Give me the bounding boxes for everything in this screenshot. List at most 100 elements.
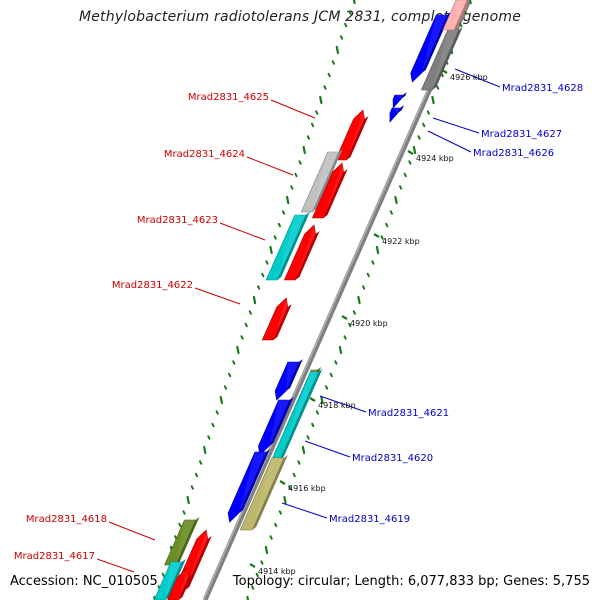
outer-tick-lane-left-tick (211, 422, 215, 428)
gene-mrad2831-4626 (389, 105, 405, 123)
topology-text: Topology: circular; Length: 6,077,833 bp… (232, 574, 590, 589)
outer-tick-lane-left-tick (294, 172, 298, 178)
outer-tick-lane-right-tick (338, 345, 343, 355)
outer-tick-lane-left-tick (244, 322, 248, 328)
outer-tick-lane-left-tick (199, 460, 203, 465)
outer-tick-lane-right-tick (334, 360, 338, 365)
gene-mrad2831-4624 (311, 162, 348, 219)
map-title: Methylobacterium radiotolerans JCM 2831,… (78, 9, 522, 25)
gene-mrad2831-4623 (283, 224, 320, 281)
scale-tick (309, 397, 316, 402)
label-mrad2831_4626: Mrad2831_4626 (473, 148, 554, 159)
outer-tick-lane-right-tick (389, 210, 393, 215)
leader-mrad2831_4627 (432, 117, 480, 134)
outer-tick-lane-left-tick (232, 360, 236, 365)
outer-tick-lane-left-tick (228, 372, 232, 378)
scale-tick (373, 233, 380, 238)
outer-tick-lane-right-tick (417, 135, 421, 140)
outer-tick-lane-right-tick (288, 485, 292, 490)
scale-label: 4924 kbp (416, 154, 454, 163)
outer-tick-lane-left-tick (203, 445, 207, 455)
label-mrad2831_4622: Mrad2831_4622 (112, 280, 193, 291)
outer-tick-lane-left-tick (352, 0, 356, 5)
gene-mrad2831-4620 (271, 369, 323, 461)
outer-tick-lane-right-tick (431, 95, 435, 105)
outer-tick-lane-left-tick (223, 385, 228, 390)
outer-tick-lane-left-tick (194, 472, 199, 478)
scale-label: 4926 kbp (450, 73, 488, 82)
outer-tick-lane-left-tick (298, 160, 302, 165)
outer-tick-lane-left-tick (207, 435, 211, 440)
outer-tick-lane-left-tick (281, 210, 286, 215)
outer-tick-lane-right-tick (264, 545, 269, 555)
outer-tick-lane-right-tick (255, 572, 259, 578)
leader-mrad2831_4625 (270, 99, 316, 119)
gene-mrad2831-4617 (167, 567, 193, 600)
scale-label: 4918 kbp (318, 401, 356, 410)
label-mrad2831_4625: Mrad2831_4625 (188, 92, 269, 103)
outer-tick-lane-right-tick (311, 422, 315, 428)
label-mrad2831_4620: Mrad2831_4620 (352, 453, 433, 464)
scale-label: 4922 kbp (382, 237, 420, 246)
outer-tick-lane-left-tick (290, 185, 294, 190)
gene-mrad2831-4625 (335, 109, 369, 161)
outer-tick-lane-right-tick (422, 122, 426, 128)
outer-tick-lane-right-tick (320, 395, 324, 405)
gene-mrad2831-4622 (261, 297, 292, 341)
leader-mrad2831_4617 (96, 558, 135, 573)
gene-mrad2831-4619-blue (227, 449, 270, 523)
gene-mrad2831-4621-blue (274, 359, 303, 401)
outer-tick-lane-left-tick (269, 245, 273, 255)
outer-tick-lane-right-tick (251, 585, 255, 590)
label-mrad2831_4628: Mrad2831_4628 (502, 83, 583, 94)
outer-tick-lane-left-tick (161, 572, 165, 578)
outer-tick-lane-left-tick (265, 260, 269, 265)
scale-tick (279, 480, 286, 485)
outer-tick-lane-left-tick (331, 60, 335, 65)
outer-tick-lane-right-tick (399, 185, 403, 190)
outer-tick-lane-right-tick (301, 445, 306, 455)
gene-mrad2831-4627 (392, 92, 407, 109)
outer-tick-lane-left-tick (153, 595, 157, 600)
outer-tick-lane-left-tick (240, 335, 244, 340)
outer-tick-lane-left-tick (219, 395, 224, 405)
outer-tick-lane-right-tick (366, 272, 370, 278)
outer-tick-lane-right-tick (394, 195, 398, 205)
leader-mrad2831_4626 (427, 130, 472, 153)
outer-tick-lane-right-tick (371, 260, 375, 265)
genome-backbone (202, 0, 472, 600)
gene-pink-top (442, 0, 470, 31)
gene-mrad2831-4619 (239, 455, 288, 531)
outer-tick-lane-left-tick (182, 510, 186, 515)
outer-tick-lane-right-tick (352, 310, 356, 315)
outer-tick-lane-right-tick (283, 495, 287, 505)
gene-mrad2831-4628-gray (420, 27, 463, 91)
outer-tick-lane-right-tick (306, 435, 310, 440)
leader-mrad2831_4624 (246, 156, 294, 176)
gene-mrad2831-4624-silver (300, 149, 343, 213)
scale-tick (407, 150, 414, 155)
outer-tick-lane-left-tick (323, 85, 327, 90)
outer-tick-lane-right-tick (274, 522, 278, 528)
leader-mrad2831_4620 (304, 440, 351, 458)
outer-tick-lane-left-tick (273, 235, 277, 240)
label-mrad2831_4619: Mrad2831_4619 (329, 514, 410, 525)
outer-tick-lane-right-tick (357, 295, 361, 305)
outer-tick-lane-right-tick (436, 85, 440, 90)
outer-tick-lane-left-tick (335, 45, 340, 55)
leader-mrad2831_4619 (281, 502, 328, 519)
outer-tick-lane-right-tick (375, 245, 380, 255)
label-mrad2831_4624: Mrad2831_4624 (164, 149, 245, 160)
gene-mrad2831-4623-cyan (265, 212, 310, 281)
outer-tick-lane-left-tick (310, 122, 315, 128)
outer-tick-lane-left-tick (261, 272, 265, 278)
outer-tick-lane-right-tick (325, 385, 329, 390)
outer-tick-lane-left-tick (215, 410, 219, 415)
outer-tick-lane-right-tick (403, 172, 407, 178)
label-mrad2831_4627: Mrad2831_4627 (481, 129, 562, 140)
outer-tick-lane-left-tick (344, 22, 348, 28)
outer-tick-lane-right-tick (297, 460, 301, 465)
scale-label: 4920 kbp (350, 319, 388, 328)
outer-tick-lane-left-tick (306, 135, 310, 140)
outer-tick-lane-left-tick (257, 285, 261, 290)
